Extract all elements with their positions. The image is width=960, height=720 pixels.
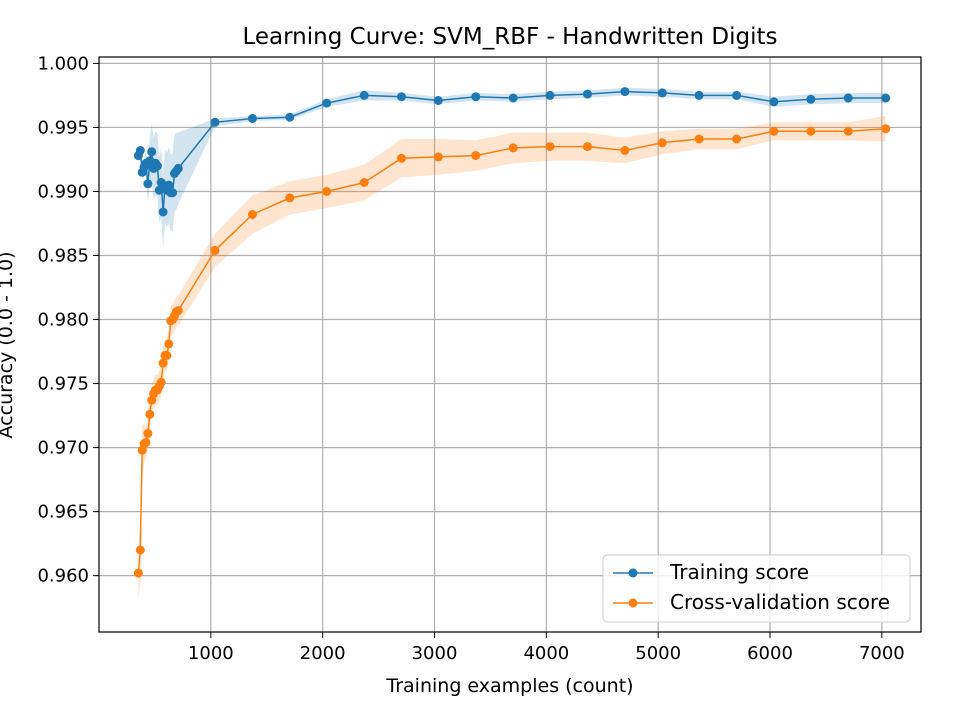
- data-point: [156, 377, 166, 387]
- data-point: [620, 146, 630, 155]
- y-tick-label: 0.980: [37, 310, 89, 331]
- data-point: [143, 429, 153, 438]
- data-point: [173, 306, 183, 316]
- data-point: [133, 568, 143, 578]
- data-point: [433, 152, 443, 162]
- data-point: [769, 97, 779, 107]
- data-point: [158, 207, 168, 217]
- y-tick-label: 1.000: [37, 53, 89, 74]
- data-point: [135, 146, 145, 155]
- data-point: [657, 138, 667, 148]
- x-tick-label: 1000: [188, 643, 234, 664]
- data-point: [471, 92, 481, 102]
- data-point: [397, 153, 406, 163]
- chart-title: Learning Curve: SVM_RBF - Handwritten Di…: [242, 24, 777, 50]
- data-point: [158, 358, 168, 368]
- data-point: [769, 126, 779, 136]
- data-point: [247, 114, 257, 123]
- data-point: [322, 98, 332, 108]
- y-tick-label: 0.960: [37, 566, 89, 587]
- y-tick-label: 0.970: [37, 438, 89, 459]
- y-axis-label: Accuracy (0.0 - 1.0): [0, 252, 17, 439]
- x-tick-label: 7000: [859, 643, 905, 664]
- x-tick-label: 3000: [412, 643, 458, 664]
- data-point: [147, 147, 157, 157]
- legend: Training score Cross-validation score: [602, 554, 911, 623]
- legend-label-training: Training score: [669, 560, 809, 584]
- confidence-band-0: [138, 87, 886, 250]
- x-tick-label: 6000: [747, 643, 793, 664]
- data-point: [210, 117, 220, 127]
- data-point: [135, 545, 145, 555]
- data-point: [545, 90, 555, 100]
- data-point: [545, 142, 555, 152]
- data-point: [694, 134, 704, 144]
- data-point: [694, 90, 704, 100]
- data-point: [620, 87, 630, 97]
- series-lines: [133, 87, 891, 578]
- data-point: [173, 163, 183, 173]
- data-point: [881, 93, 891, 103]
- legend-marker-cross-validation: [628, 598, 638, 608]
- data-point: [583, 142, 592, 152]
- data-point: [210, 245, 220, 255]
- data-point: [508, 143, 518, 153]
- confidence-bands: [138, 87, 886, 599]
- data-point: [285, 193, 295, 203]
- plot-frame: [98, 56, 922, 633]
- y-tick-label: 0.985: [37, 245, 89, 266]
- axis-ticks: 1000 2000 3000 4000 5000 6000 7000 0.960 0.965 0.…: [37, 53, 904, 664]
- y-tick-label: 0.975: [37, 374, 89, 395]
- data-point: [508, 93, 518, 103]
- data-point: [152, 161, 162, 171]
- y-tick-label: 0.990: [37, 181, 89, 202]
- x-tick-label: 5000: [635, 643, 681, 664]
- y-tick-label: 0.995: [37, 117, 89, 138]
- legend-box: [602, 554, 911, 623]
- legend-marker-training: [628, 568, 638, 578]
- data-point: [168, 188, 178, 198]
- data-point: [806, 126, 816, 136]
- data-point: [141, 438, 151, 447]
- x-axis-label: Training examples (count): [385, 675, 633, 697]
- data-point: [881, 124, 891, 134]
- data-point: [471, 151, 481, 161]
- data-point: [657, 88, 667, 98]
- data-point: [143, 179, 153, 189]
- data-point: [732, 134, 742, 144]
- y-tick-label: 0.965: [37, 502, 89, 523]
- data-point: [732, 90, 742, 100]
- data-point: [164, 339, 174, 349]
- data-point: [806, 94, 816, 104]
- data-point: [162, 350, 172, 360]
- x-tick-label: 4000: [523, 643, 569, 664]
- data-point: [359, 90, 369, 100]
- data-point: [843, 126, 853, 136]
- data-point: [247, 210, 257, 219]
- x-tick-label: 2000: [300, 643, 346, 664]
- data-point: [285, 112, 295, 122]
- data-point: [843, 93, 853, 103]
- data-point: [583, 89, 592, 99]
- grid-lines: [99, 57, 921, 632]
- data-point: [397, 92, 406, 102]
- data-point: [145, 409, 155, 419]
- data-point: [433, 96, 443, 105]
- legend-label-cross-validation: Cross-validation score: [670, 590, 890, 614]
- data-point: [322, 187, 332, 196]
- data-point: [164, 180, 174, 190]
- data-point: [359, 178, 369, 187]
